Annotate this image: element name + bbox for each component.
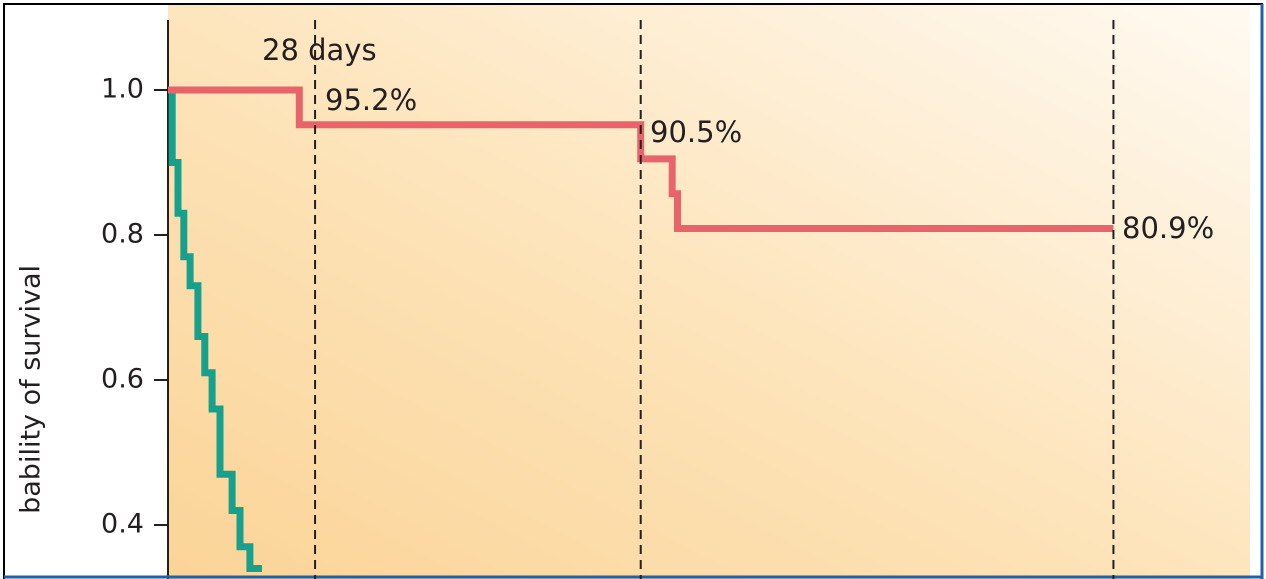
y-tick-label: 1.0 xyxy=(101,74,144,105)
annotation: 95.2% xyxy=(325,83,417,117)
annotation: 28 days xyxy=(262,33,377,67)
y-tick-label: 0.4 xyxy=(101,509,144,540)
plot-area xyxy=(168,86,1114,572)
annotation: 90.5% xyxy=(650,115,742,149)
y-tick-label: 0.8 xyxy=(101,219,144,250)
y-tick-label: 0.6 xyxy=(101,364,144,395)
y-axis-label: bability of survival xyxy=(16,265,47,514)
annotation: 80.9% xyxy=(1122,211,1214,245)
plot-background xyxy=(168,5,1250,579)
survival-curve xyxy=(168,86,262,572)
survival-curve xyxy=(168,86,1114,232)
